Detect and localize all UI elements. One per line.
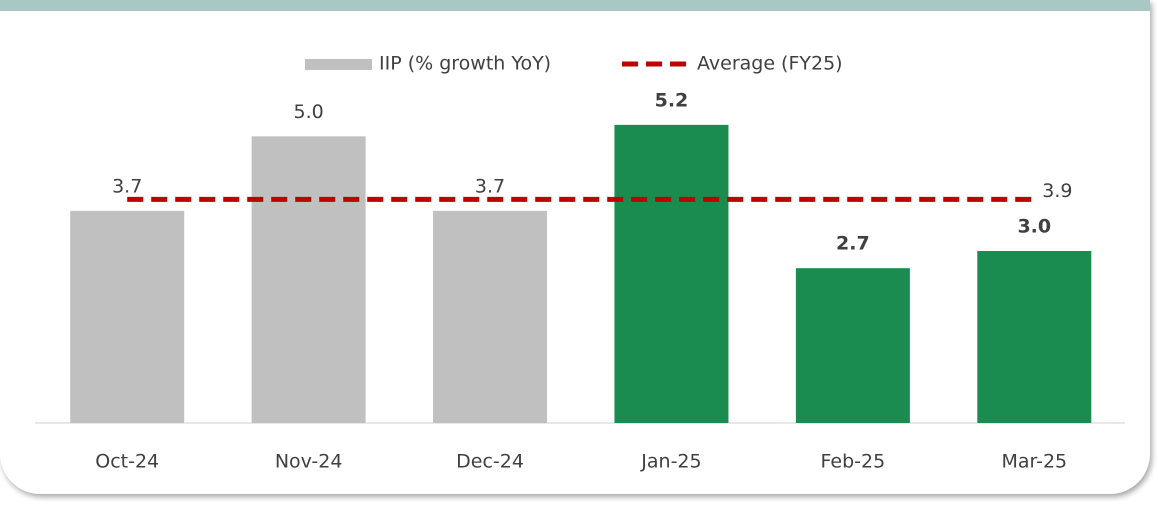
value-label: 2.7	[836, 233, 870, 255]
x-tick-label: Dec-24	[456, 451, 524, 473]
x-tick-label: Jan-25	[640, 451, 701, 473]
top-bar	[0, 0, 1150, 11]
legend-label: IIP (% growth YoY)	[379, 53, 551, 75]
value-label: 5.0	[294, 101, 324, 123]
bar	[433, 210, 548, 423]
value-label: 5.2	[655, 89, 689, 111]
x-tick-label: Nov-24	[275, 451, 343, 473]
x-tick-label: Oct-24	[95, 451, 159, 473]
x-tick-label: Feb-25	[821, 451, 886, 473]
average-label: 3.9	[1042, 180, 1072, 202]
value-label: 3.0	[1017, 216, 1051, 238]
x-tick-label: Mar-25	[1001, 451, 1067, 473]
legend-label: Average (FY25)	[697, 53, 843, 75]
bar	[614, 124, 729, 423]
legend-swatch	[305, 59, 372, 70]
bar	[251, 136, 366, 424]
bar	[795, 268, 910, 423]
bar	[70, 210, 185, 423]
value-label: 3.7	[475, 175, 505, 197]
value-label: 3.7	[112, 175, 142, 197]
chart-card	[0, 0, 1150, 11]
bar	[977, 251, 1092, 423]
